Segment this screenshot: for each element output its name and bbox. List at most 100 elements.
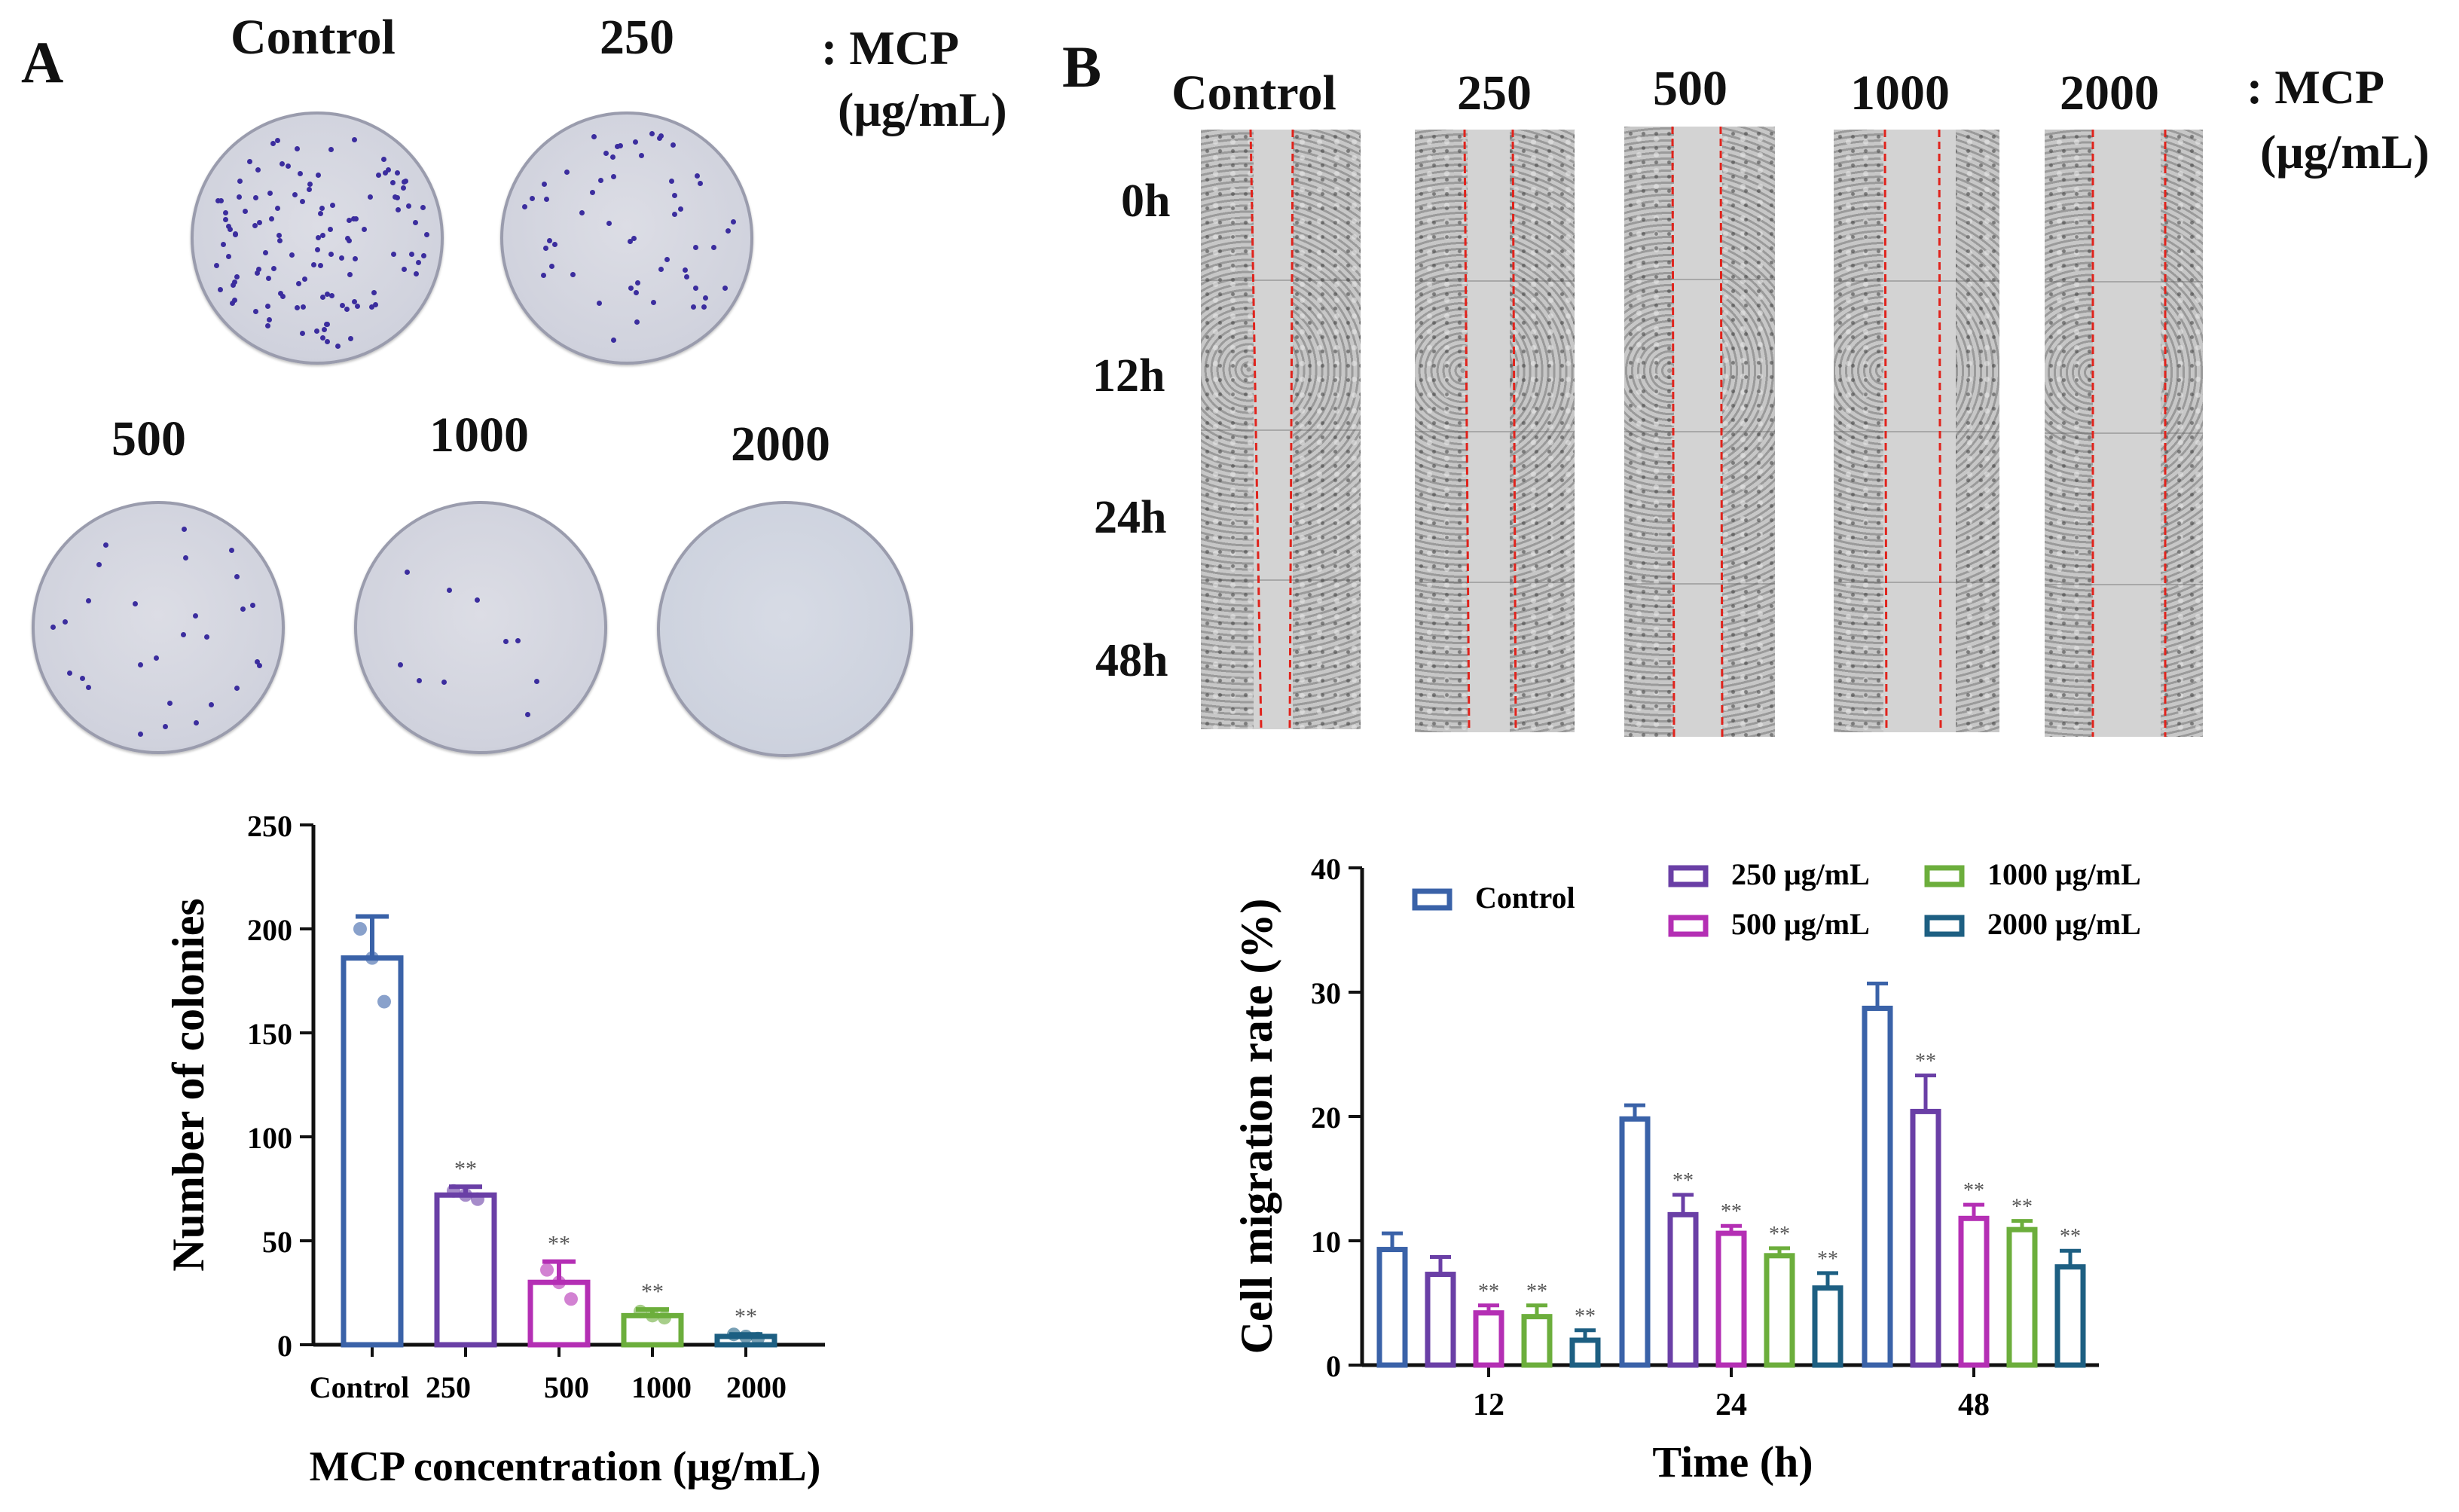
chart-b-bar bbox=[1812, 1285, 1843, 1368]
colony-dot bbox=[340, 302, 346, 308]
colony-dot bbox=[306, 187, 312, 193]
colony-dot bbox=[579, 210, 585, 216]
chart-b-legend-swatch bbox=[1924, 915, 1965, 937]
colony-dot bbox=[396, 207, 402, 213]
colony-dot bbox=[297, 170, 303, 176]
colony-dot bbox=[598, 177, 604, 183]
chart-a-data-point bbox=[751, 1331, 765, 1346]
chart-a-data-point bbox=[552, 1275, 566, 1290]
colony-dot bbox=[247, 159, 253, 165]
colony-dot bbox=[682, 267, 688, 273]
colony-dot bbox=[85, 685, 91, 691]
chart-b-y-tick-label: 40 bbox=[1311, 852, 1341, 886]
row-label-48h: 48h bbox=[1095, 635, 1168, 686]
colony-dot bbox=[408, 251, 414, 257]
colony-dot bbox=[352, 299, 358, 305]
chart-a-data-point bbox=[459, 1188, 472, 1202]
wound-strip-2000 bbox=[2045, 130, 2203, 737]
chart-a-x-tick-label: Control bbox=[310, 1370, 410, 1404]
colony-dot bbox=[683, 273, 689, 279]
colony-dot bbox=[344, 306, 350, 312]
colony-dot bbox=[412, 219, 418, 225]
colony-dot bbox=[193, 719, 199, 725]
colony-dot bbox=[589, 190, 595, 196]
colony-dot bbox=[215, 198, 221, 204]
colony-dot bbox=[671, 211, 677, 217]
colony-dot bbox=[322, 326, 328, 332]
chart-b-bar bbox=[1667, 1211, 1699, 1368]
colony-dot bbox=[371, 290, 377, 296]
colony-dot bbox=[347, 335, 353, 341]
chart-a-x-tick-label: 2000 bbox=[726, 1370, 787, 1404]
colony-dot bbox=[441, 679, 448, 685]
migration-rate-chart: 0 10 20 30 40 12 24 48 ** ** ** ** ** ** ** ** ** ** ** C… bbox=[1232, 852, 2141, 1486]
colony-dot bbox=[315, 235, 321, 241]
chart-a-data-point bbox=[564, 1292, 578, 1306]
chart-a-data-point bbox=[658, 1311, 671, 1325]
colony-dot bbox=[701, 304, 707, 310]
colony-dot bbox=[264, 323, 270, 329]
colony-dot bbox=[649, 131, 655, 137]
chart-b-bar bbox=[1715, 1230, 1747, 1368]
colony-dot bbox=[693, 245, 699, 251]
colony-dot bbox=[375, 173, 381, 179]
colony-dot bbox=[267, 191, 273, 197]
colony-dot bbox=[315, 246, 321, 252]
colony-dot bbox=[710, 244, 716, 250]
colony-dot bbox=[252, 308, 258, 314]
colony-dot bbox=[50, 625, 56, 631]
wound-label-2000: 2000 bbox=[2060, 66, 2159, 121]
chart-a-x-tick-label: 500 bbox=[544, 1370, 589, 1404]
colony-dot bbox=[381, 157, 387, 163]
colony-dot bbox=[182, 554, 188, 561]
colony-dot bbox=[180, 632, 186, 638]
colony-dot bbox=[521, 203, 527, 209]
colony-dot bbox=[265, 275, 271, 281]
colony-dot bbox=[335, 344, 341, 350]
colony-dot bbox=[137, 662, 143, 668]
chart-a-y-tick-label: 100 bbox=[247, 1121, 292, 1155]
chart-b-significance-mark: ** bbox=[2060, 1225, 2081, 1248]
colony-dot bbox=[232, 232, 238, 238]
colony-dot bbox=[279, 160, 285, 166]
colony-dot bbox=[631, 236, 637, 242]
colony-dot bbox=[725, 228, 731, 234]
colony-dot bbox=[392, 194, 398, 200]
colony-dot bbox=[401, 179, 407, 185]
colony-dot bbox=[633, 139, 639, 145]
colony-dot bbox=[385, 167, 391, 173]
colony-dot bbox=[255, 270, 261, 276]
chart-b-significance-mark: ** bbox=[1769, 1223, 1790, 1246]
chart-a-y-tick-label: 50 bbox=[262, 1225, 292, 1259]
colony-dot bbox=[228, 227, 234, 233]
chart-a-significance-mark: ** bbox=[454, 1156, 477, 1181]
wound-label-500: 500 bbox=[1653, 61, 1727, 116]
chart-b-x-tick-label: 48 bbox=[1958, 1388, 1990, 1422]
dish-label-2000: 2000 bbox=[731, 417, 830, 472]
colony-dot bbox=[320, 295, 326, 301]
colony-dot bbox=[591, 133, 597, 139]
colony-dot bbox=[294, 145, 300, 151]
chart-b-legend-label: 250 μg/mL bbox=[1731, 857, 1870, 891]
colony-dot bbox=[420, 204, 426, 210]
chart-b-significance-mark: ** bbox=[2011, 1196, 2033, 1219]
chart-b-legend-label: 1000 μg/mL bbox=[1987, 857, 2141, 891]
chart-b-legend-label: Control bbox=[1475, 881, 1575, 915]
chart-b-bar bbox=[2054, 1264, 2086, 1368]
colony-dot bbox=[672, 192, 678, 198]
colony-dot bbox=[319, 232, 325, 238]
colony-dot bbox=[690, 304, 696, 310]
colony-dot bbox=[319, 206, 325, 212]
colony-dot bbox=[310, 261, 316, 267]
chart-b-legend-label: 500 μg/mL bbox=[1731, 907, 1870, 941]
chart-b-legend-label: 2000 μg/mL bbox=[1987, 907, 2141, 941]
colony-dot bbox=[698, 181, 704, 187]
colony-dot bbox=[255, 659, 261, 665]
chart-b-y-tick-label: 30 bbox=[1311, 976, 1341, 1010]
panel-b-unit-line2: (μg/mL) bbox=[2260, 125, 2430, 179]
colony-dot bbox=[525, 712, 531, 718]
colony-dot bbox=[362, 226, 368, 232]
chart-b-legend-swatch bbox=[1412, 888, 1452, 911]
